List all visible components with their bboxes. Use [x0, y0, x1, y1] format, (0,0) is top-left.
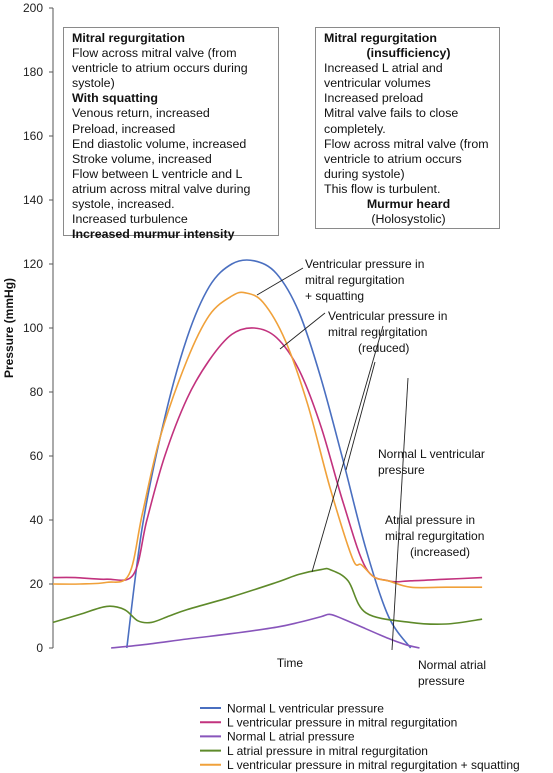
y-tick-label: 80 — [30, 385, 44, 399]
box-right-line: ventricular volumes — [324, 76, 431, 91]
y-tick-label: 160 — [23, 129, 43, 143]
annotation-leader-line — [311, 325, 384, 573]
box-left-line: Venous return, increased — [72, 106, 210, 121]
box-left-line: Flow between L ventricle and L — [72, 166, 243, 181]
y-axis-label: Pressure (mmHg) — [2, 278, 16, 378]
la-pressure-mr-line — [52, 567, 483, 626]
box-left-line: Preload, increased — [72, 121, 176, 136]
legend-label: L ventricular pressure in mitral regurgi… — [227, 758, 520, 772]
y-tick-label: 200 — [23, 1, 43, 15]
annotation-label: mitral regurgitation — [385, 529, 484, 543]
y-tick-label: 60 — [30, 449, 44, 463]
box-left-line: Flow across mitral valve (from — [72, 46, 237, 61]
box-right-title: Mitral regurgitation — [324, 31, 437, 45]
box-left-line: systole) — [72, 76, 115, 91]
annotation-label: Normal L ventricular — [378, 447, 485, 461]
y-tick-label: 180 — [23, 65, 43, 79]
box-left-line: systole, increased. — [72, 197, 175, 212]
box-right-line: This flow is turbulent. — [324, 181, 441, 196]
box-left-line: End diastolic volume, increased — [72, 136, 247, 151]
box-left-line: Increased turbulence — [72, 212, 188, 227]
annotation-label: Atrial pressure in — [385, 513, 475, 527]
annotation-leader-line — [279, 312, 326, 350]
y-tick-label: 140 — [23, 193, 43, 207]
axes: 0 20 40 60 80 100 120 140 160 180 200 Pressure (mmH… — [2, 1, 303, 670]
box-right-line: Flow across mitral valve (from — [324, 136, 489, 151]
box-left-title: Mitral regurgitation — [72, 31, 185, 45]
lv-pressure-mr-squatting-line — [52, 291, 483, 589]
box-right-holosystolic: (Holosystolic) — [371, 212, 446, 227]
box-right-line: ventricle to atrium occurs — [324, 151, 462, 166]
x-axis-label: Time — [277, 656, 304, 670]
y-tick-label: 40 — [30, 513, 44, 527]
box-right-line: Increased L atrial and — [324, 61, 443, 76]
legend-label: L atrial pressure in mitral regurgitatio… — [227, 744, 428, 758]
box-right-line: Mitral valve fails to close — [324, 106, 459, 121]
y-tick-label: 0 — [36, 641, 43, 655]
box-right-line: completely. — [324, 121, 386, 136]
annotation-leader-line — [391, 377, 409, 651]
box-right-title-sub: (insufficiency) — [366, 46, 451, 61]
mitral-regurgitation-squatting-box: Mitral regurgitation Flow across mitral … — [63, 27, 279, 241]
mitral-regurgitation-insufficiency-box: Mitral regurgitation (insufficiency) Inc… — [315, 27, 500, 229]
y-tick-label: 120 — [23, 257, 43, 271]
box-left-subtitle: With squatting — [72, 91, 158, 106]
annotation-label: Ventricular pressure in — [328, 309, 447, 323]
annotation-label: mitral regurgitation — [328, 325, 427, 339]
annotation-leader-line — [256, 267, 304, 296]
annotations: Ventricular pressure in mitral regurgitat… — [256, 257, 486, 688]
box-left-line: atrium across mitral valve during — [72, 181, 251, 196]
box-left-line: ventricle to atrium occurs during — [72, 61, 248, 76]
annotation-label: Normal atrial — [418, 658, 486, 672]
annotation-label: + squatting — [305, 289, 364, 303]
annotation-label: (increased) — [410, 545, 470, 559]
legend-label: L ventricular pressure in mitral regurgi… — [227, 716, 457, 730]
annotation-leader-line — [345, 361, 376, 471]
annotation-label: Ventricular pressure in — [305, 257, 424, 271]
annotation-label: pressure — [378, 463, 425, 477]
series-layer — [52, 259, 483, 649]
box-right-line: during systole) — [324, 166, 405, 181]
annotation-label: mitral regurgitation — [305, 273, 404, 287]
normal-la-pressure-line — [111, 613, 420, 649]
y-tick-label: 100 — [23, 321, 43, 335]
box-left-footer: Increased murmur intensity — [72, 227, 235, 242]
box-left-line: Stroke volume, increased — [72, 151, 212, 166]
annotation-label: (reduced) — [358, 341, 409, 355]
box-right-line: Increased preload — [324, 91, 424, 106]
annotation-label: pressure — [418, 674, 465, 688]
y-tick-label: 20 — [30, 577, 44, 591]
legend-label: Normal L atrial pressure — [227, 730, 355, 744]
box-right-murmur: Murmur heard — [366, 197, 451, 212]
legend-label: Normal L ventricular pressure — [227, 701, 384, 715]
